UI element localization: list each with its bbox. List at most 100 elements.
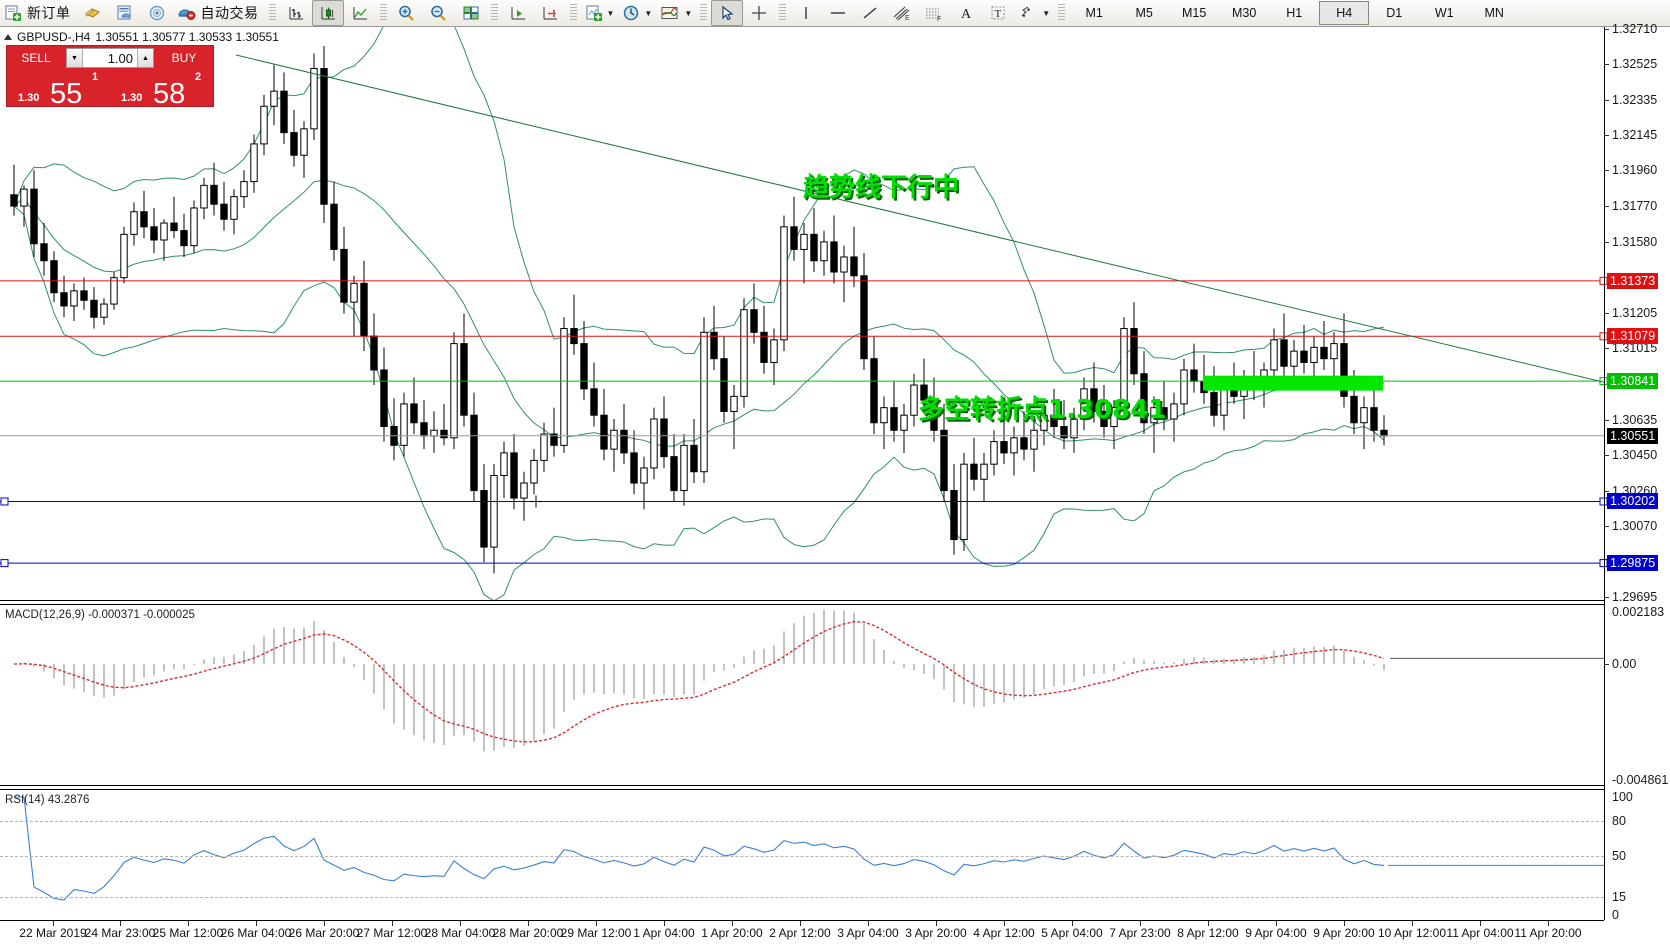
autotrading-label: 自动交易 xyxy=(200,5,259,21)
time-axis-label: 24 Mar 23:00 xyxy=(84,926,156,940)
time-axis-label: 8 Apr 12:00 xyxy=(1177,926,1239,940)
crosshair-button[interactable] xyxy=(743,0,775,26)
chart-ohlc: 1.30551 1.30577 1.30533 1.30551 xyxy=(95,30,279,44)
shift-chart-button[interactable] xyxy=(502,0,534,26)
autotrading-button[interactable]: 自动交易 xyxy=(173,0,265,26)
sell-price[interactable]: 1.30 55 1 xyxy=(8,70,109,109)
one-click-trading-panel[interactable]: SELL ▼ 1.00 ▲ BUY 1.30 55 1 1.30 58 2 xyxy=(6,45,214,109)
new-order-button[interactable]: 新订单 xyxy=(0,0,77,26)
rsi-gridline xyxy=(0,856,1604,857)
time-axis-label: 22 Mar 2019 xyxy=(19,926,87,940)
vertical-line-button[interactable] xyxy=(790,0,822,26)
price-axis-label: 1.32335 xyxy=(1612,92,1658,107)
chart-symbol-header: GBPUSD-,H4 1.30551 1.30577 1.30533 1.305… xyxy=(4,30,279,44)
chevron-down-icon[interactable]: ▼ xyxy=(1042,8,1051,18)
price-level-label-resistance-red[interactable]: 1.31079 xyxy=(1607,328,1659,345)
data-window-button[interactable] xyxy=(109,0,141,26)
cursor-button[interactable] xyxy=(711,0,744,26)
tile-windows-button[interactable] xyxy=(455,0,487,26)
macd-axis-label: 0.002183 xyxy=(1612,605,1665,619)
chevron-down-icon[interactable]: ▼ xyxy=(644,8,653,18)
pane-divider xyxy=(0,604,1604,605)
rsi-axis-label: 50 xyxy=(1612,849,1626,863)
zoom-in-button[interactable] xyxy=(391,0,423,26)
volume-dropdown-icon[interactable]: ▼ xyxy=(67,49,83,67)
timeframe-d1-button[interactable]: D1 xyxy=(1386,6,1403,20)
timeframe-m30-button[interactable]: M30 xyxy=(1232,6,1257,20)
text-label-button[interactable]: T xyxy=(982,0,1014,26)
price-axis-label: 1.31580 xyxy=(1612,234,1658,249)
time-axis-label: 1 Apr 04:00 xyxy=(633,926,695,940)
price-axis-tick xyxy=(1604,99,1609,101)
volume-value[interactable]: 1.00 xyxy=(107,50,133,66)
period-button[interactable]: ▼ xyxy=(618,0,656,26)
toolbar-separator xyxy=(490,4,498,22)
chart-text-annotation[interactable]: 趋势线下行中 xyxy=(803,173,960,203)
navigator-button[interactable] xyxy=(141,0,173,26)
candlestick-chart-button[interactable] xyxy=(311,0,344,26)
buy-button[interactable]: BUY xyxy=(155,46,213,70)
expert-advisors-button[interactable] xyxy=(77,0,109,26)
time-axis-tick xyxy=(936,921,937,926)
auto-scroll-button[interactable] xyxy=(534,0,566,26)
toolbar-separator xyxy=(700,4,708,22)
chart-canvas[interactable]: 1.32710 1.32525 1.32335 1.32145 1.31960 1.317… xyxy=(0,22,1670,948)
volume-input[interactable]: ▼ 1.00 ▲ xyxy=(66,48,154,68)
rsi-axis-label: 80 xyxy=(1612,813,1626,828)
timeframe-w1-button[interactable]: W1 xyxy=(1434,6,1454,20)
one-click-top-row: SELL ▼ 1.00 ▲ BUY xyxy=(7,46,213,70)
chevron-down-icon[interactable]: ▼ xyxy=(606,8,615,18)
equidistant-channel-button[interactable]: E xyxy=(886,0,918,26)
timeframe-mn-button[interactable]: MN xyxy=(1484,6,1504,20)
collapse-triangle-icon[interactable] xyxy=(4,34,12,40)
timeframe-h1-button[interactable]: H1 xyxy=(1286,6,1303,20)
time-axis-tick xyxy=(256,921,257,926)
price-axis-tick xyxy=(1604,170,1609,172)
time-axis-label: 28 Mar 04:00 xyxy=(424,926,496,940)
trendline-button[interactable] xyxy=(854,0,886,26)
time-axis-tick xyxy=(188,921,189,926)
bar-chart-button[interactable] xyxy=(280,0,312,26)
chart-text-annotation[interactable]: 多空转折点1.30841 xyxy=(918,395,1167,425)
timeframe-m15-button[interactable]: M15 xyxy=(1182,6,1207,20)
time-axis-label: 2 Apr 12:00 xyxy=(769,926,831,940)
time-axis-label: 25 Mar 12:00 xyxy=(152,926,224,940)
horizontal-line-button[interactable] xyxy=(822,0,854,26)
text-button[interactable]: A xyxy=(950,0,982,26)
time-axis-tick xyxy=(1344,921,1345,926)
time-axis[interactable]: 22 Mar 2019 24 Mar 23:00 25 Mar 12:00 26 Ma… xyxy=(0,920,1604,948)
new-order-label: 新订单 xyxy=(27,5,71,21)
toolbar-separator xyxy=(268,4,276,22)
timeframe-m1-button[interactable]: M1 xyxy=(1085,6,1103,20)
sell-button[interactable]: SELL xyxy=(7,46,65,70)
templates-button[interactable]: ▼ xyxy=(581,0,619,26)
price-axis-label: 1.31770 xyxy=(1612,199,1658,214)
svg-text:E: E xyxy=(905,15,910,22)
zoom-out-button[interactable] xyxy=(423,0,455,26)
fibonacci-button[interactable]: F xyxy=(918,0,950,26)
timeframe-m5-button[interactable]: M5 xyxy=(1135,6,1153,20)
objects-button[interactable]: ▼ xyxy=(1014,0,1054,26)
rsi-axis-label: 100 xyxy=(1612,790,1633,804)
time-axis-tick xyxy=(120,921,121,926)
buy-price[interactable]: 1.30 58 2 xyxy=(111,70,212,109)
toolbar-separator xyxy=(569,4,577,22)
timeframe-h4-button[interactable]: H4 xyxy=(1319,1,1370,25)
price-axis-tick xyxy=(1604,312,1609,314)
time-axis-label: 1 Apr 20:00 xyxy=(701,926,763,940)
time-axis-tick xyxy=(460,921,461,926)
chevron-down-icon[interactable]: ▼ xyxy=(684,8,693,18)
time-axis-tick xyxy=(800,921,801,926)
price-level-label-resistance-red[interactable]: 1.31373 xyxy=(1607,272,1659,289)
indicators-button[interactable]: ▼ xyxy=(656,0,696,26)
volume-stepper-up-icon[interactable]: ▲ xyxy=(137,49,153,67)
price-axis-tick xyxy=(1604,63,1609,65)
svg-text:A: A xyxy=(961,7,972,22)
price-level-label-support-blue[interactable]: 1.30202 xyxy=(1607,493,1659,510)
price-level-label-support-blue[interactable]: 1.29875 xyxy=(1607,555,1659,572)
price-level-label-current-bid[interactable]: 1.30551 xyxy=(1607,427,1659,444)
price-level-label-pivot-green[interactable]: 1.30841 xyxy=(1607,373,1659,390)
rsi-gridline xyxy=(0,820,1604,822)
price-axis-tick xyxy=(1604,206,1609,208)
line-chart-button[interactable] xyxy=(344,0,376,26)
